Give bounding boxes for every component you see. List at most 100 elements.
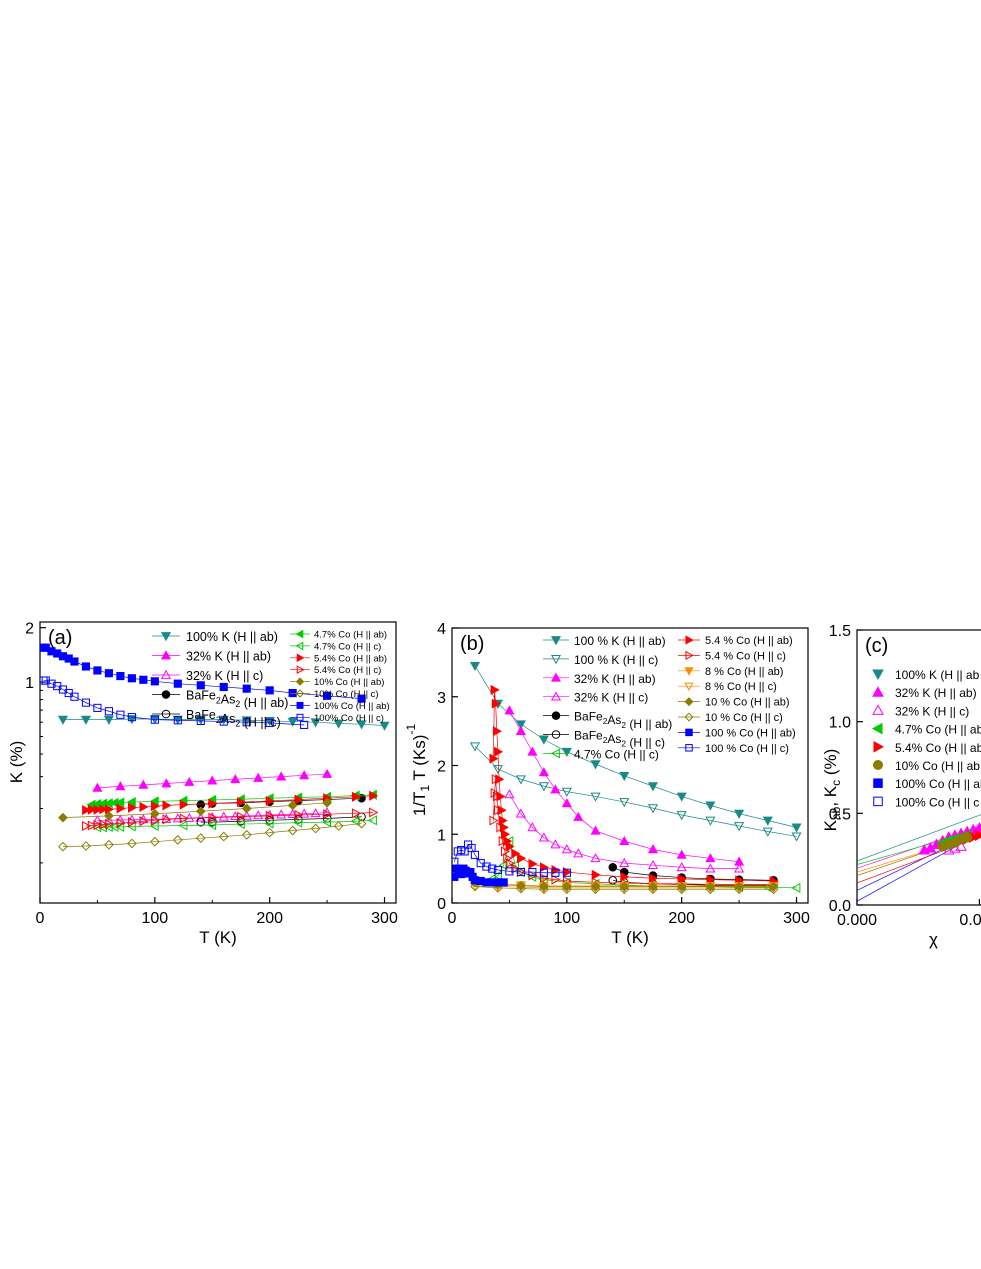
data-point [103,821,113,833]
x-tick-label: 0 [36,910,45,927]
data-point [608,876,618,885]
data-point [310,823,321,834]
y-axis-label: Kab, Kc (%) [821,749,843,832]
data-point [705,816,716,826]
y-tick-label: 1 [437,827,446,844]
data-point [70,657,79,666]
data-point [322,807,333,817]
panel-a: 0 100 200 300 1 2 T (K) (a) K (%) 100% K (H || ab… [7,621,398,947]
data-point [333,821,344,831]
data-point [538,884,549,895]
plot-area [40,643,390,852]
data-point [127,674,136,683]
fit-line [857,830,981,891]
series [58,797,333,823]
data-point [539,868,548,877]
legend-label: 4.7% Co (H || ab) [314,630,387,641]
data-point [93,804,103,815]
data-point [178,820,188,831]
data-point [310,718,321,728]
data-point [293,817,303,828]
data-point [87,820,97,831]
data-point [207,819,217,831]
legend-label: 100% Co (H || ab) [314,701,390,712]
data-point [504,789,515,799]
data-point [208,812,218,823]
fit-line [857,829,981,866]
legend-marker [684,682,694,692]
panel-b: 0 100 200 300 0 1 2 3 4 T (K) (b) 1/T1 T (Ks)-1 100 … [404,621,810,947]
data-point [127,713,136,722]
data-point [490,787,500,799]
data-point [538,767,549,777]
data-point [791,882,801,893]
data-point [105,819,115,830]
data-point [310,808,321,818]
data-point [500,846,511,857]
legend-label: 100% K (H || ab) [186,630,278,644]
data-point [92,782,103,792]
data-point [489,815,499,826]
data-point [241,810,252,820]
data-point [299,808,310,818]
data-point [323,809,333,820]
legend-label: BaFe2As2 (H || ab) [574,710,672,731]
data-point [138,779,149,789]
y-axis-label: 1/T1 T (Ks)-1 [404,724,432,817]
legend-label: 4.7% Co (H || c) [574,747,659,761]
data-point [538,735,549,745]
y-axis-label: K (%) [7,741,26,784]
data-point [734,809,745,819]
legend-label: 32% K (H || ab) [186,650,271,664]
data-point [492,726,503,737]
legend-label: 100% Co (H || ab [895,777,981,791]
legend-marker [873,760,883,770]
data-point [351,808,362,819]
data-point [288,688,297,698]
data-point [511,863,521,874]
x-tick-label: 100 [553,910,580,927]
data-point [515,880,526,891]
data-point [179,813,189,824]
series [469,742,802,842]
data-point [528,858,538,869]
data-point [103,715,114,725]
data-point [561,884,572,895]
data-point [619,884,630,895]
data-point [81,841,91,851]
series [470,881,779,895]
data-point [149,836,160,847]
data-point [676,884,687,895]
legend-marker [550,655,562,665]
legend-label: 5.4% Co (H || ab) [314,653,387,664]
data-point [590,853,601,863]
legend-marker [684,697,694,707]
y-tick-label: 1.0 [829,715,851,732]
legend-marker [684,667,694,676]
data-point [253,772,264,782]
legend-marker [295,677,305,686]
data-point [573,848,584,858]
x-axis-label: T (K) [199,928,236,947]
panel-label: (b) [460,633,484,655]
data-point [648,884,658,895]
data-point [496,822,506,833]
legend-marker [551,730,561,739]
data-point [81,662,91,671]
data-point [768,884,779,895]
data-point [619,835,630,845]
data-point [762,816,773,826]
data-point [126,838,137,849]
data-point [505,867,514,876]
data-point [150,801,161,812]
data-point [242,684,251,693]
data-point [676,792,687,802]
x-tick-label: 0.001 [959,912,981,929]
data-point [791,823,802,833]
data-point [561,881,572,892]
data-point [265,686,274,695]
data-point [515,883,526,894]
data-point [287,800,298,811]
data-point [620,871,630,882]
